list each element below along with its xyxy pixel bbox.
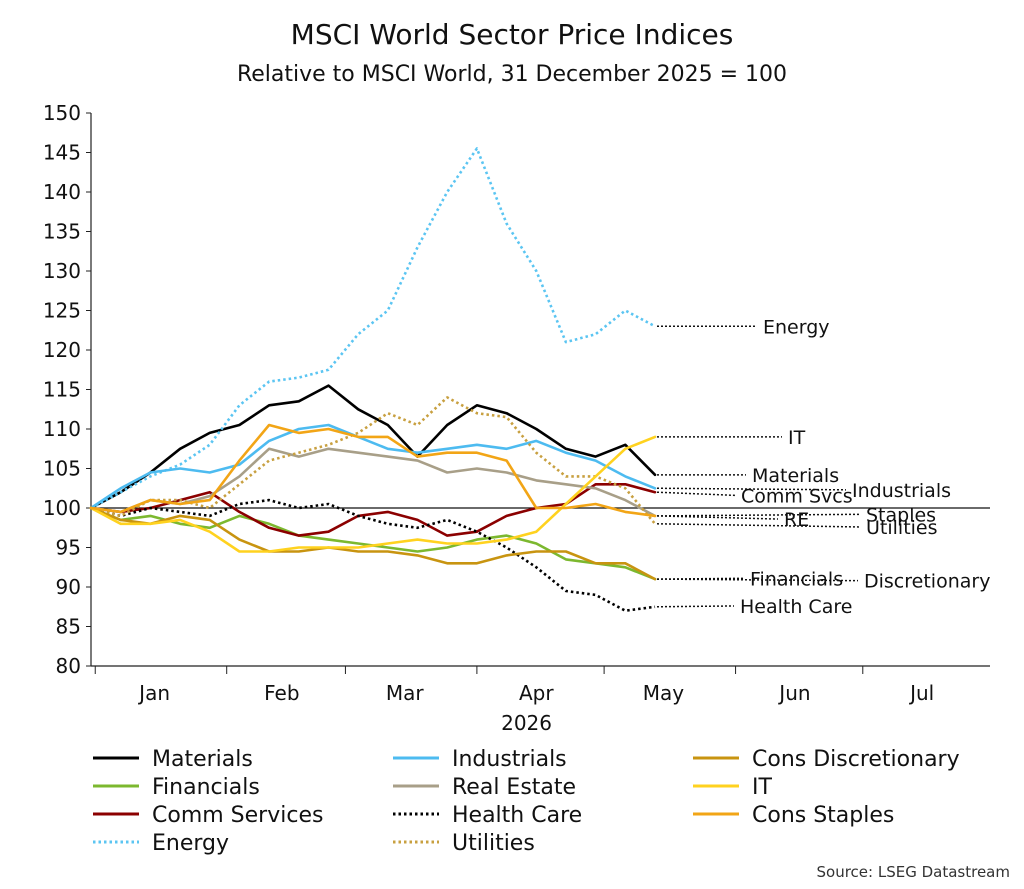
x-axis-title: 2026 bbox=[501, 711, 552, 735]
leader-line bbox=[656, 577, 745, 580]
end-label-discretionary: Discretionary bbox=[864, 571, 990, 593]
y-tick-label: 100 bbox=[43, 496, 81, 520]
end-label-health-care: Health Care bbox=[740, 596, 852, 618]
y-tick-label: 105 bbox=[43, 457, 81, 481]
x-tick-label: Jan bbox=[137, 681, 170, 705]
y-tick-label: 145 bbox=[43, 141, 81, 165]
leader-line bbox=[656, 523, 861, 528]
legend-label-cons-staples: Cons Staples bbox=[752, 803, 894, 828]
y-tick-label: 135 bbox=[43, 220, 81, 244]
legend-label-utilities: Utilities bbox=[452, 831, 535, 856]
end-label-industrials: Industrials bbox=[852, 480, 951, 502]
y-tick-label: 85 bbox=[56, 615, 81, 639]
y-axis: 80 85 90 95 100 105 110 115 120 125 130 135 140 145 15… bbox=[43, 101, 92, 678]
x-tick-label: Jul bbox=[908, 681, 934, 705]
x-tick-label: Mar bbox=[386, 681, 425, 705]
end-label-utilities: Utilities bbox=[866, 517, 938, 539]
x-tick-label: Feb bbox=[264, 681, 299, 705]
y-tick-label: 110 bbox=[43, 417, 81, 441]
x-axis: Jan Feb Mar Apr May Jun Jul 2026 bbox=[91, 507, 990, 735]
y-tick-label: 80 bbox=[56, 654, 81, 678]
chart-title: MSCI World Sector Price Indices bbox=[290, 18, 734, 51]
series-line-industrials bbox=[89, 423, 657, 510]
legend-label-materials: Materials bbox=[152, 747, 253, 772]
leader-line bbox=[656, 605, 735, 608]
end-label-financials: Financials bbox=[750, 568, 843, 590]
y-tick-label: 95 bbox=[56, 536, 81, 560]
series-line-utilities bbox=[90, 396, 656, 525]
y-tick-label: 125 bbox=[43, 299, 81, 323]
leader-line bbox=[656, 491, 736, 497]
chart-subtitle: Relative to MSCI World, 31 December 2025… bbox=[236, 62, 788, 87]
series-line-energy bbox=[90, 147, 656, 510]
series-line-comm-services bbox=[89, 482, 657, 537]
end-label-comm-svcs: Comm Svcs bbox=[741, 485, 853, 507]
series-line-cons-discretionary bbox=[89, 506, 657, 581]
legend: Materials Industrials Cons Discretionary Fi… bbox=[93, 747, 960, 856]
y-tick-label: 140 bbox=[43, 180, 81, 204]
leader-line bbox=[656, 513, 861, 517]
legend-label-cons-discretionary: Cons Discretionary bbox=[752, 747, 960, 772]
leader-line bbox=[656, 515, 779, 520]
end-label-energy: Energy bbox=[763, 316, 830, 338]
y-tick-label: 115 bbox=[43, 378, 81, 402]
series-line-financials bbox=[89, 506, 657, 581]
leader-line bbox=[656, 487, 847, 491]
end-label-it: IT bbox=[788, 427, 806, 449]
series-line-cons-staples bbox=[89, 423, 657, 518]
y-tick-label: 150 bbox=[43, 101, 81, 125]
legend-label-energy: Energy bbox=[152, 831, 229, 856]
series-line-real-estate bbox=[89, 447, 657, 518]
x-tick-label: Jun bbox=[777, 681, 810, 705]
end-labels: Materials Financials Comm Svcs Energy Indust… bbox=[656, 316, 990, 618]
y-tick-label: 120 bbox=[43, 338, 81, 362]
end-label-re: RE bbox=[784, 509, 809, 531]
legend-label-it: IT bbox=[752, 775, 772, 800]
legend-label-health-care: Health Care bbox=[452, 803, 582, 828]
series-line-materials bbox=[89, 384, 657, 510]
legend-label-comm-services: Comm Services bbox=[152, 803, 323, 828]
y-tick-label: 130 bbox=[43, 259, 81, 283]
legend-label-industrials: Industrials bbox=[452, 747, 567, 772]
end-label-staples: Staples bbox=[866, 504, 936, 526]
y-tick-label: 90 bbox=[56, 575, 81, 599]
legend-label-financials: Financials bbox=[152, 775, 260, 800]
series-layer bbox=[89, 147, 657, 613]
leader-line bbox=[656, 578, 859, 582]
end-label-materials: Materials bbox=[752, 465, 839, 487]
x-tick-label: May bbox=[643, 681, 685, 705]
source-note: Source: LSEG Datastream bbox=[816, 863, 1010, 881]
x-tick-label: Apr bbox=[519, 681, 554, 705]
legend-label-real-estate: Real Estate bbox=[452, 775, 576, 800]
